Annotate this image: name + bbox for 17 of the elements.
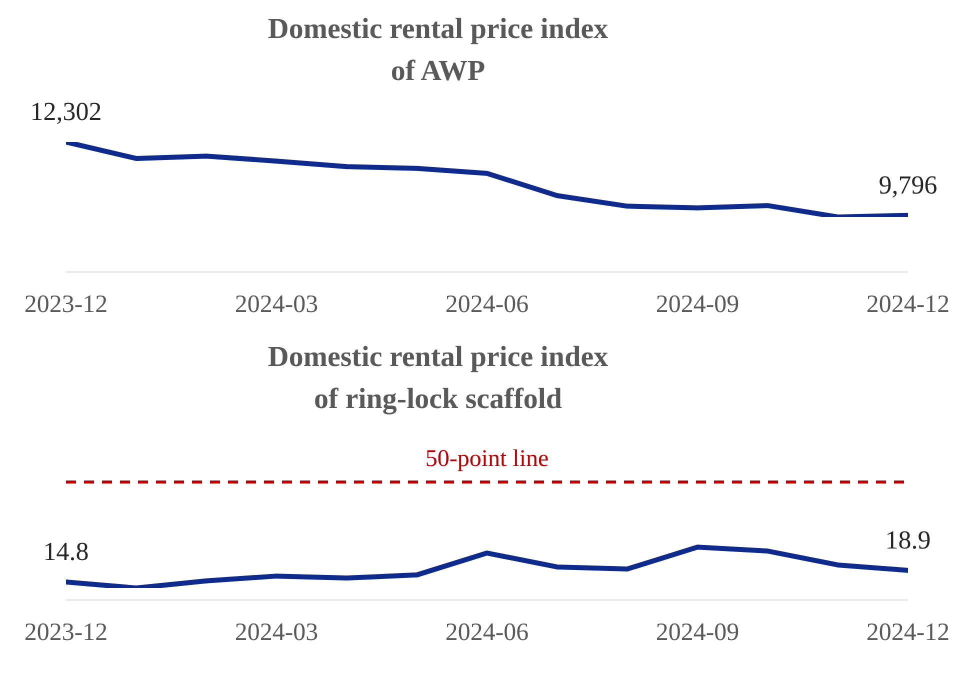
ref-line-label: 50-point line xyxy=(425,446,549,472)
x-tick-label: 2024-06 xyxy=(445,290,529,318)
x-tick-label: 2024-03 xyxy=(234,618,318,646)
data-label: 14.8 xyxy=(43,537,89,566)
chart-title: Domestic rental price index of AWP xyxy=(266,12,610,89)
x-tick-label: 2024-06 xyxy=(445,618,529,646)
data-label: 9,796 xyxy=(878,170,938,200)
x-tick-label: 2024-12 xyxy=(866,618,950,646)
data-label: 12,302 xyxy=(30,97,102,126)
x-tick-label: 2024-09 xyxy=(656,290,740,318)
x-tick-label: 2023-12 xyxy=(24,290,108,318)
x-tick-label: 2023-12 xyxy=(24,618,108,646)
chart-title: Domestic rental price index of ring-lock scaffold xyxy=(266,340,610,417)
x-tick-label: 2024-03 xyxy=(234,290,318,318)
x-tick-label: 2024-09 xyxy=(656,618,740,646)
x-tick-label: 2024-12 xyxy=(866,290,950,318)
data-label: 18.9 xyxy=(885,525,931,554)
